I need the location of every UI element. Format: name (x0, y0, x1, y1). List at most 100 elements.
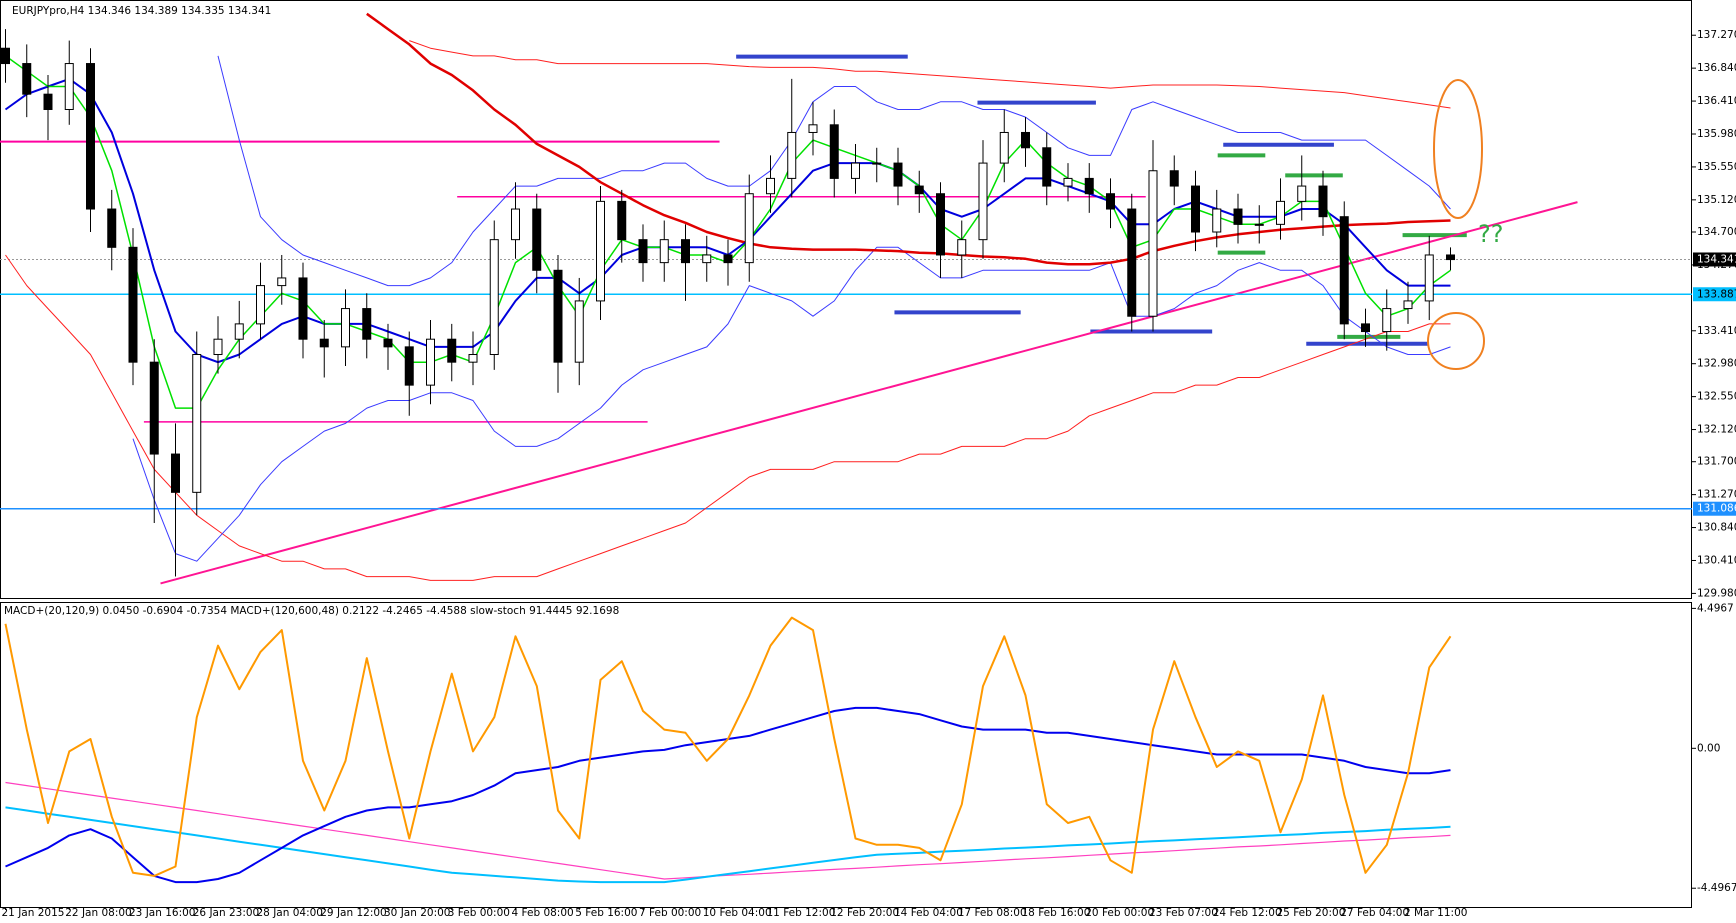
candle-body (235, 324, 243, 339)
candle-body (873, 163, 881, 164)
candle-body (129, 247, 137, 362)
candle-body (618, 201, 626, 239)
candle-body (788, 132, 796, 178)
x-tick-label: 23 Feb 07:00 (1149, 907, 1218, 919)
candle-body (278, 278, 286, 286)
candle-body (554, 270, 562, 362)
candle-body (1128, 209, 1136, 316)
x-tick-label: 23 Jan 16:00 (129, 907, 195, 919)
candle-body (384, 339, 392, 347)
x-tick-label: 30 Jan 20:00 (384, 907, 450, 919)
candle-body (23, 64, 31, 95)
y-tick-label: 135.550 (1697, 161, 1736, 173)
candle-body (1277, 201, 1285, 224)
candle-body (1298, 186, 1306, 201)
x-tick-label: 18 Feb 16:00 (1022, 907, 1091, 919)
candle-body (852, 163, 860, 178)
candle-body (363, 309, 371, 340)
x-tick-label: 10 Feb 04:00 (703, 907, 772, 919)
indicator-panel-frame (1, 603, 1692, 908)
candle-body (894, 163, 902, 186)
candle-body (767, 178, 775, 193)
candle-body (639, 240, 647, 263)
candle-body (150, 362, 158, 454)
x-tick-label: 24 Feb 12:00 (1213, 907, 1282, 919)
y-tick-label: 136.840 (1697, 62, 1736, 74)
candle-body (405, 347, 413, 385)
candle-body (915, 186, 923, 194)
candle-body (1000, 132, 1008, 163)
x-tick-label: 26 Jan 23:00 (193, 907, 259, 919)
y-tick-label: 0.00 (1697, 742, 1720, 754)
candle-body (448, 339, 456, 362)
candle-body (1107, 194, 1115, 209)
candle-body (1022, 132, 1030, 147)
x-tick-label: 21 Jan 2015 (2, 907, 65, 919)
candle-body (1170, 171, 1178, 186)
chart-title: EURJPYpro,H4 134.346 134.389 134.335 134… (12, 5, 271, 17)
candle-body (533, 209, 541, 270)
x-tick-label: 3 Feb 00:00 (448, 907, 510, 919)
candle-body (44, 94, 52, 109)
x-tick-label: 5 Feb 16:00 (575, 907, 637, 919)
y-tick-label: -4.4967 (1697, 882, 1736, 894)
x-tick-label: 2 Mar 11:00 (1404, 907, 1467, 919)
candle-body (1404, 301, 1412, 309)
y-tick-label: 132.550 (1697, 391, 1736, 403)
candle-body (660, 240, 668, 263)
candle-body (1192, 186, 1200, 232)
price-tag-label: 131.086 (1697, 503, 1736, 515)
candle-body (1064, 178, 1072, 186)
candle-body (427, 339, 435, 385)
candle-body (65, 64, 73, 110)
y-tick-label: 135.120 (1697, 194, 1736, 206)
candle-body (1425, 255, 1433, 301)
candle-body (682, 240, 690, 263)
x-tick-label: 25 Feb 20:00 (1277, 907, 1346, 919)
annotation: ?? (1478, 220, 1503, 248)
price-tag-label: 134.341 (1697, 253, 1736, 265)
candle-body (490, 240, 498, 355)
y-tick-label: 4.4967 (1697, 602, 1734, 614)
candle-body (1234, 209, 1242, 224)
candle-body (979, 163, 987, 240)
price-tag-label: 133.887 (1697, 288, 1736, 300)
candle-body (108, 209, 116, 247)
candle-body (193, 355, 201, 493)
x-tick-label: 20 Feb 00:00 (1085, 907, 1154, 919)
y-tick-label: 135.980 (1697, 128, 1736, 140)
y-tick-label: 134.700 (1697, 226, 1736, 238)
candle-body (745, 194, 753, 263)
x-tick-label: 29 Jan 12:00 (320, 907, 386, 919)
y-tick-label: 137.270 (1697, 29, 1736, 41)
candle-body (703, 255, 711, 263)
y-tick-label: 132.980 (1697, 358, 1736, 370)
candle-body (597, 201, 605, 301)
candle-body (1362, 324, 1370, 332)
y-tick-label: 130.840 (1697, 522, 1736, 534)
candle-body (575, 301, 583, 362)
y-tick-label: 131.270 (1697, 489, 1736, 501)
candle-body (342, 309, 350, 347)
y-tick-label: 131.700 (1697, 456, 1736, 468)
candle-body (1213, 209, 1221, 232)
candle-body (320, 339, 328, 347)
indicator-title: MACD+(20,120,9) 0.0450 -0.6904 -0.7354 M… (4, 605, 619, 617)
candle-body (1255, 224, 1263, 225)
candle-body (809, 125, 817, 133)
x-tick-label: 7 Feb 00:00 (639, 907, 701, 919)
candle-body (299, 278, 307, 339)
candle-body (1447, 255, 1455, 260)
candle-body (1319, 186, 1327, 217)
candle-body (87, 64, 95, 209)
candle-body (958, 240, 966, 255)
candle-body (172, 454, 180, 492)
y-tick-label: 136.410 (1697, 95, 1736, 107)
x-tick-label: 28 Jan 04:00 (257, 907, 323, 919)
x-tick-label: 14 Feb 04:00 (894, 907, 963, 919)
candle-body (214, 339, 222, 354)
candle-body (1149, 171, 1157, 316)
y-tick-label: 133.410 (1697, 325, 1736, 337)
x-tick-label: 17 Feb 08:00 (958, 907, 1027, 919)
